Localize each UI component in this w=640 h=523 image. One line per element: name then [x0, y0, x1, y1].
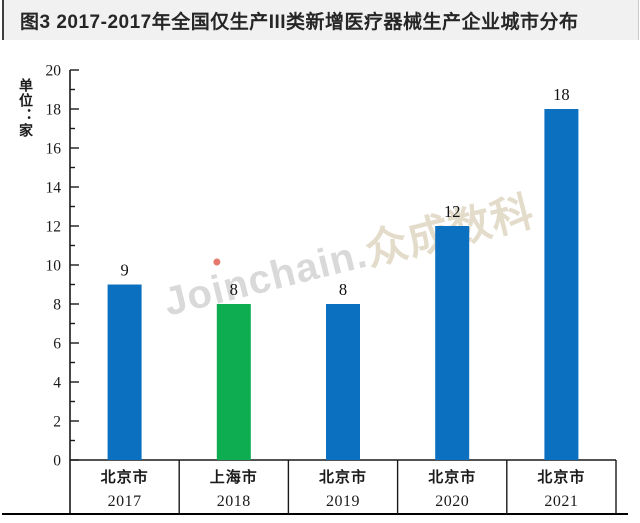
chart-area: Joinchain.众成数科 单位：家 024681012141618209北京… [0, 40, 640, 523]
bar-value-label: 8 [339, 280, 347, 299]
category-year-label: 2018 [217, 493, 251, 510]
category-city-label: 上海市 [210, 468, 258, 486]
y-axis-tick-label: 18 [46, 102, 62, 119]
y-axis-tick-label: 8 [53, 297, 61, 314]
category-city-label: 北京市 [428, 468, 476, 486]
bar [326, 304, 360, 460]
y-axis-tick-label: 6 [53, 336, 61, 353]
bar [435, 226, 470, 460]
y-axis-unit-label: 单位：家 [18, 78, 34, 138]
y-axis-tick-label: 4 [53, 375, 61, 392]
bar-chart: 0 2 4 6 8 10 12 14 16 18 20 9 北京市 2017 8 上海市 2018 8 北京市 201… [2, 63, 628, 515]
y-axis-tick-label: 14 [46, 180, 62, 197]
bar [107, 284, 142, 460]
y-axis-tick-label: 20 [46, 63, 62, 80]
y-axis-tick-label: 2 [53, 414, 61, 431]
chart-title: 图3 2017-2017年全国仅生产III类新增医疗器械生产企业城市分布 [4, 0, 638, 40]
category-year-label: 2017 [108, 493, 142, 510]
bar-value-label: 9 [120, 261, 128, 280]
bar-value-label: 12 [444, 202, 461, 221]
bar [216, 304, 251, 460]
category-city-label: 北京市 [101, 468, 149, 486]
y-axis-tick-label: 16 [46, 141, 62, 158]
y-axis-tick-label: 0 [53, 453, 61, 470]
y-axis-tick-label: 12 [46, 219, 62, 236]
category-city-label: 北京市 [319, 468, 367, 486]
bar-value-label: 18 [553, 85, 570, 104]
category-year-label: 2021 [544, 493, 578, 510]
bar [544, 109, 579, 460]
category-city-label: 北京市 [537, 468, 585, 486]
category-year-label: 2020 [435, 493, 469, 510]
bar-value-label: 8 [230, 280, 238, 299]
category-year-label: 2019 [326, 493, 360, 510]
y-axis-tick-label: 10 [46, 258, 62, 275]
